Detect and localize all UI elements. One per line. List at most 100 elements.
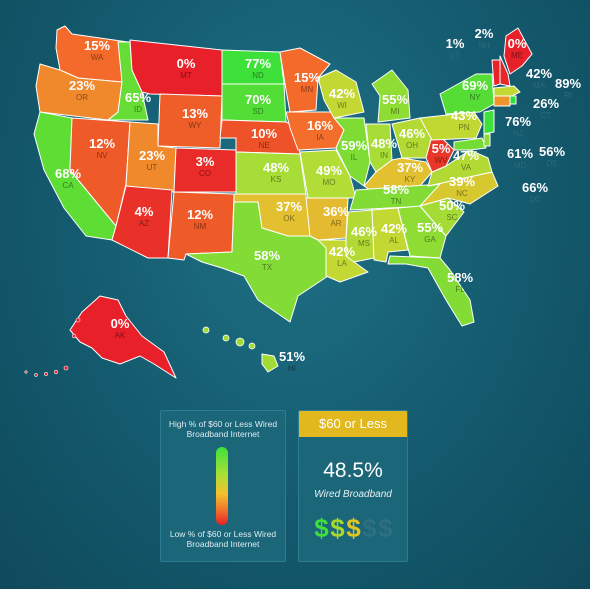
state-label-code-MO: MO [323, 178, 336, 187]
state-label-code-AZ: AZ [139, 219, 149, 228]
legend-panel: High % of $60 or Less Wired Broadband In… [160, 410, 286, 562]
state-label-pct-KS: 48% [263, 160, 289, 175]
state-label-code-HI: HI [288, 364, 296, 373]
state-label-code-KS: KS [271, 175, 282, 184]
state-label-code-AK: AK [115, 331, 126, 340]
state-AZ[interactable] [111, 185, 173, 259]
state-label-code-MT: MT [180, 71, 192, 80]
state-label-pct-WY: 13% [182, 106, 208, 121]
state-label-pct-AL: 42% [381, 221, 407, 236]
state-MO[interactable] [299, 149, 357, 199]
state-label-code-MN: MN [301, 85, 314, 94]
state-label-pct-NJ: 76% [505, 114, 531, 129]
state-label-pct-AK: 0% [111, 316, 130, 331]
state-label-code-AR: AR [330, 219, 341, 228]
state-label-code-CA: CA [62, 181, 74, 190]
state-label-code-VT: VT [450, 51, 460, 60]
state-label-pct-OK: 37% [276, 199, 302, 214]
state-NJ[interactable] [483, 109, 495, 135]
state-label-pct-LA: 42% [329, 244, 355, 259]
state-label-pct-ND: 77% [245, 56, 271, 71]
state-label-code-FL: FL [455, 285, 465, 294]
state-label-code-UT: UT [147, 163, 158, 172]
state-label-code-WA: WA [91, 53, 104, 62]
state-DC[interactable] [467, 149, 473, 155]
state-label-code-ME: ME [511, 51, 523, 60]
state-label-pct-MS: 46% [351, 224, 377, 239]
state-label-code-NC: NC [456, 189, 468, 198]
state-label-code-NE: NE [258, 141, 269, 150]
state-WI[interactable] [317, 69, 365, 119]
state-label-pct-IL: 59% [341, 138, 367, 153]
state-CT[interactable] [493, 95, 511, 107]
state-label-pct-DE: 56% [539, 144, 565, 159]
state-label-pct-WA: 15% [84, 38, 110, 53]
state-label-code-IN: IN [380, 151, 388, 160]
state-GA[interactable] [397, 205, 447, 259]
state-HI[interactable] [261, 353, 279, 373]
state-label-code-DE: DE [546, 159, 557, 168]
state-label-code-NM: NM [194, 222, 207, 231]
state-label-pct-KY: 37% [397, 160, 423, 175]
dollar-sign-5: $ [378, 513, 392, 543]
state-TX[interactable] [185, 201, 329, 323]
state-label-pct-MN: 15% [294, 70, 320, 85]
state-label-code-SC: SC [446, 213, 457, 222]
state-label-code-MD: MD [514, 161, 527, 170]
state-label-pct-MI: 55% [382, 92, 408, 107]
summary-value: 48.5% [323, 459, 383, 482]
state-label-code-VA: VA [461, 163, 472, 172]
state-label-pct-SD: 70% [245, 92, 271, 107]
state-label-code-AL: AL [389, 236, 399, 245]
dollar-sign-2: $ [330, 513, 344, 543]
state-label-pct-SC: 50% [439, 198, 465, 213]
state-label-pct-OR: 23% [69, 78, 95, 93]
state-IL[interactable] [333, 117, 371, 187]
state-label-code-ND: ND [252, 71, 264, 80]
state-label-pct-FL: 58% [447, 270, 473, 285]
state-label-code-NY: NY [469, 93, 481, 102]
state-label-code-DC: DC [529, 195, 541, 204]
state-label-code-IA: IA [316, 133, 324, 142]
state-DE[interactable] [483, 133, 491, 147]
state-label-code-ID: ID [134, 105, 142, 114]
state-label-code-SD: SD [252, 107, 263, 116]
state-label-pct-IN: 48% [371, 136, 397, 151]
state-label-code-WV: WV [435, 156, 449, 165]
state-label-pct-CA: 68% [55, 166, 81, 181]
state-MA[interactable] [493, 85, 521, 97]
state-AR[interactable] [305, 197, 349, 241]
state-RI[interactable] [509, 95, 517, 105]
state-MN[interactable] [279, 47, 331, 113]
state-label-pct-MT: 0% [177, 56, 196, 71]
state-MD[interactable] [453, 137, 487, 151]
dollar-rating: $$$$$ [311, 513, 395, 544]
state-label-code-NV: NV [96, 151, 108, 160]
state-VT[interactable] [491, 59, 501, 87]
state-label-pct-PN: 43% [451, 108, 477, 123]
dollar-sign-4: $ [362, 513, 376, 543]
state-label-code-TX: TX [262, 263, 273, 272]
state-label-code-GA: GA [424, 235, 436, 244]
state-ME[interactable] [503, 27, 533, 75]
state-label-code-MI: MI [391, 107, 400, 116]
state-label-pct-DC: 66% [522, 180, 548, 195]
state-label-pct-VA: 47% [453, 148, 479, 163]
state-label-pct-OH: 46% [399, 126, 425, 141]
state-label-pct-TX: 58% [254, 248, 280, 263]
state-WY[interactable] [157, 93, 223, 149]
state-label-code-PN: PN [458, 123, 469, 132]
state-FL[interactable] [387, 255, 475, 327]
state-label-pct-NY: 69% [462, 78, 488, 93]
state-label-code-LA: LA [337, 259, 347, 268]
summary-card: $60 or Less 48.5% Wired Broadband $$$$$ [298, 410, 408, 562]
state-MI[interactable] [371, 69, 411, 123]
state-label-pct-NC: 39% [449, 174, 475, 189]
state-AK[interactable] [69, 295, 177, 379]
hawaii-islands [202, 326, 256, 350]
state-label-pct-CO: 3% [196, 154, 215, 169]
state-NC[interactable] [419, 171, 499, 207]
us-map: 15%WA23%OR68%CA65%ID12%NV0%MT13%WY23%UT4… [24, 26, 572, 379]
state-label-pct-WV: 5% [432, 141, 451, 156]
state-label-code-TN: TN [391, 197, 402, 206]
